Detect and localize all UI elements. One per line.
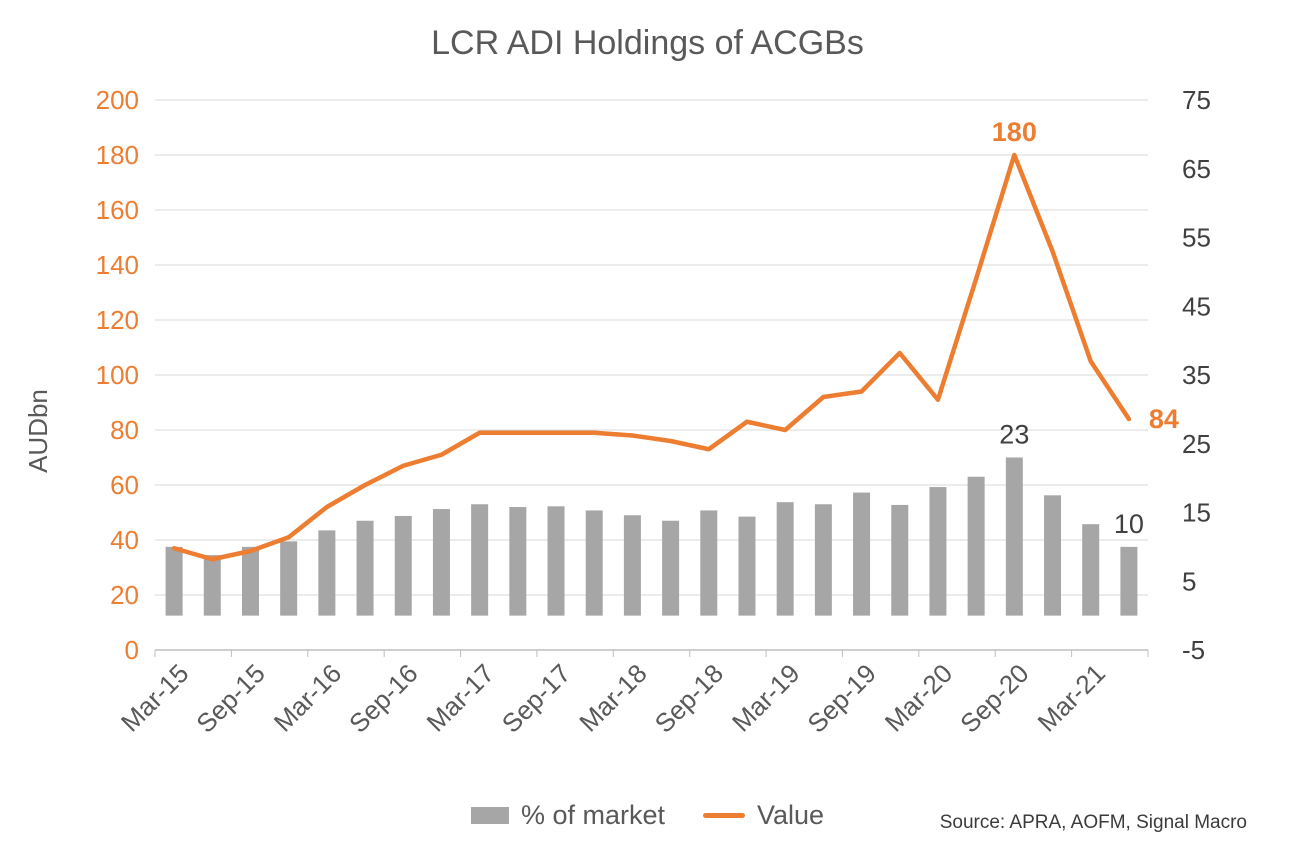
value-line [171,152,1132,562]
right-axis-tick-label: 35 [1182,360,1211,390]
bar-Mar-21 [1082,524,1100,616]
data-label: 84 [1149,404,1179,434]
left-axis-tick-label: 180 [96,140,139,170]
x-axis-label: Sep-20 [954,658,1034,738]
x-axis-label: Sep-18 [649,658,729,738]
bar-Dec-15 [280,541,298,616]
x-axis-label: Mar-21 [1032,658,1111,737]
x-axis-label: Mar-19 [726,658,805,737]
left-axis-tick-label: 200 [96,85,139,115]
x-axis-label: Sep-15 [190,658,270,738]
left-axis-tick-label: 40 [110,525,139,555]
legend-bar-label: % of market [520,800,665,830]
bar-Jun-19 [814,504,832,616]
left-axis-tick-label: 20 [110,580,139,610]
x-axis-label: Sep-19 [801,658,881,738]
x-axis-label: Mar-20 [879,658,958,737]
x-axis-label-group: Sep-18 [649,658,729,738]
legend-line-label: Value [756,800,825,830]
source-note: Source: APRA, AOFM, Signal Macro [939,812,1247,833]
right-axis-tick-label: 65 [1182,154,1211,184]
bar-Jun-16 [356,520,374,616]
right-axis-tick-label: -5 [1182,635,1205,665]
x-axis-label: Mar-18 [573,658,652,737]
bar-Mar-15 [165,546,183,616]
left-axis-tick-label: 100 [96,360,139,390]
x-axis-label: Mar-16 [268,658,347,737]
bar-Jun-20 [967,476,985,616]
x-axis-label-group: Mar-19 [726,658,805,737]
bar-Dec-18 [738,516,756,616]
right-axis-tick-label: 15 [1182,498,1211,528]
bar-Sep-15 [241,546,259,616]
x-axis-label-group: Sep-16 [343,658,423,738]
chart-title: LCR ADI Holdings of ACGBs [431,24,864,62]
bar-Sep-17 [547,506,565,616]
bar-Jun-15 [203,555,221,616]
bar-Sep-20 [1005,457,1023,616]
legend: % of market Value [0,800,1295,831]
data-label: 180 [992,117,1037,147]
x-axis-label-group: Sep-15 [190,658,270,738]
x-axis-label: Sep-17 [496,658,576,738]
bar-Jun-21 [1120,546,1138,616]
right-axis-tick-label: 55 [1182,223,1211,253]
bar-Mar-16 [318,530,336,616]
data-label: 23 [999,420,1029,450]
x-axis-label-group: Sep-20 [954,658,1034,738]
bar-Dec-20 [1044,495,1062,616]
right-axis-tick-label: 5 [1182,566,1196,596]
bar-Mar-17 [471,504,489,616]
bar-Sep-19 [853,492,871,616]
x-axis-label-group: Mar-21 [1032,658,1111,737]
bar-Dec-17 [585,510,603,616]
x-axis-label: Sep-16 [343,658,423,738]
right-axis-tick-label: 75 [1182,85,1211,115]
x-axis-label-group: Mar-16 [268,658,347,737]
bar-Sep-16 [394,515,412,616]
x-axis-label: Mar-15 [115,658,194,737]
bar-Mar-19 [776,502,794,616]
bar-Dec-19 [891,504,909,616]
data-label: 10 [1114,509,1144,539]
x-axis-label: Mar-17 [420,658,499,737]
left-axis-tick-label: 140 [96,250,139,280]
x-axis-label-group: Mar-17 [420,658,499,737]
bar-Jun-18 [662,520,680,616]
left-axis-tick-label: 160 [96,195,139,225]
x-axis-label-group: Mar-15 [115,658,194,737]
left-axis-tick-label: 80 [110,415,139,445]
left-axis-tick-label: 0 [125,635,139,665]
right-axis-tick-label: 45 [1182,291,1211,321]
plot-area: 0 20 40 60 80 100 120 140 160 180 200 -5 5 15 25 35 45 55… [96,85,1211,739]
bar-Dec-16 [432,509,450,616]
x-axis-label-group: Mar-18 [573,658,652,737]
bar-Mar-20 [929,487,947,616]
left-axis-tick-label: 120 [96,305,139,335]
legend-line-swatch-icon [702,813,745,818]
bar-Jun-17 [509,507,527,616]
bar-Sep-18 [700,510,718,616]
bar-Mar-18 [623,515,641,616]
right-axis-tick-label: 25 [1182,429,1211,459]
x-axis-label-group: Mar-20 [879,658,958,737]
x-axis-label-group: Sep-19 [801,658,881,738]
legend-bar-swatch-icon [470,807,509,824]
left-axis-tick-label: 60 [110,470,139,500]
x-axis-label-group: Sep-17 [496,658,576,738]
